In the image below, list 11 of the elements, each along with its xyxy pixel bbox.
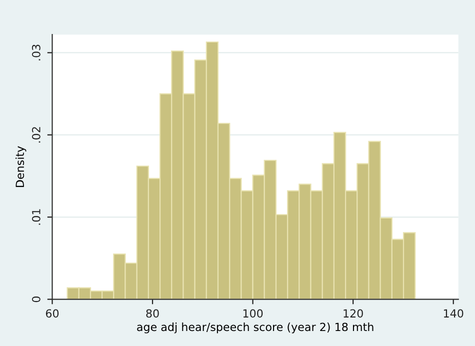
x-tick-label: 120 xyxy=(344,309,363,318)
y-tick-label: .03 xyxy=(32,44,40,60)
y-tick-label: 0 xyxy=(32,296,40,302)
x-tick-label: 140 xyxy=(444,309,464,318)
y-tick-label: .02 xyxy=(32,127,40,143)
x-tick-label: 80 xyxy=(146,309,159,318)
x-tick-label: 60 xyxy=(46,309,59,318)
x-axis-title: age adj hear/speech score (year 2) 18 mth xyxy=(137,322,374,334)
x-tick-label: 100 xyxy=(243,309,263,318)
y-tick-label: .01 xyxy=(32,209,40,225)
y-axis-title: Density xyxy=(15,146,26,187)
